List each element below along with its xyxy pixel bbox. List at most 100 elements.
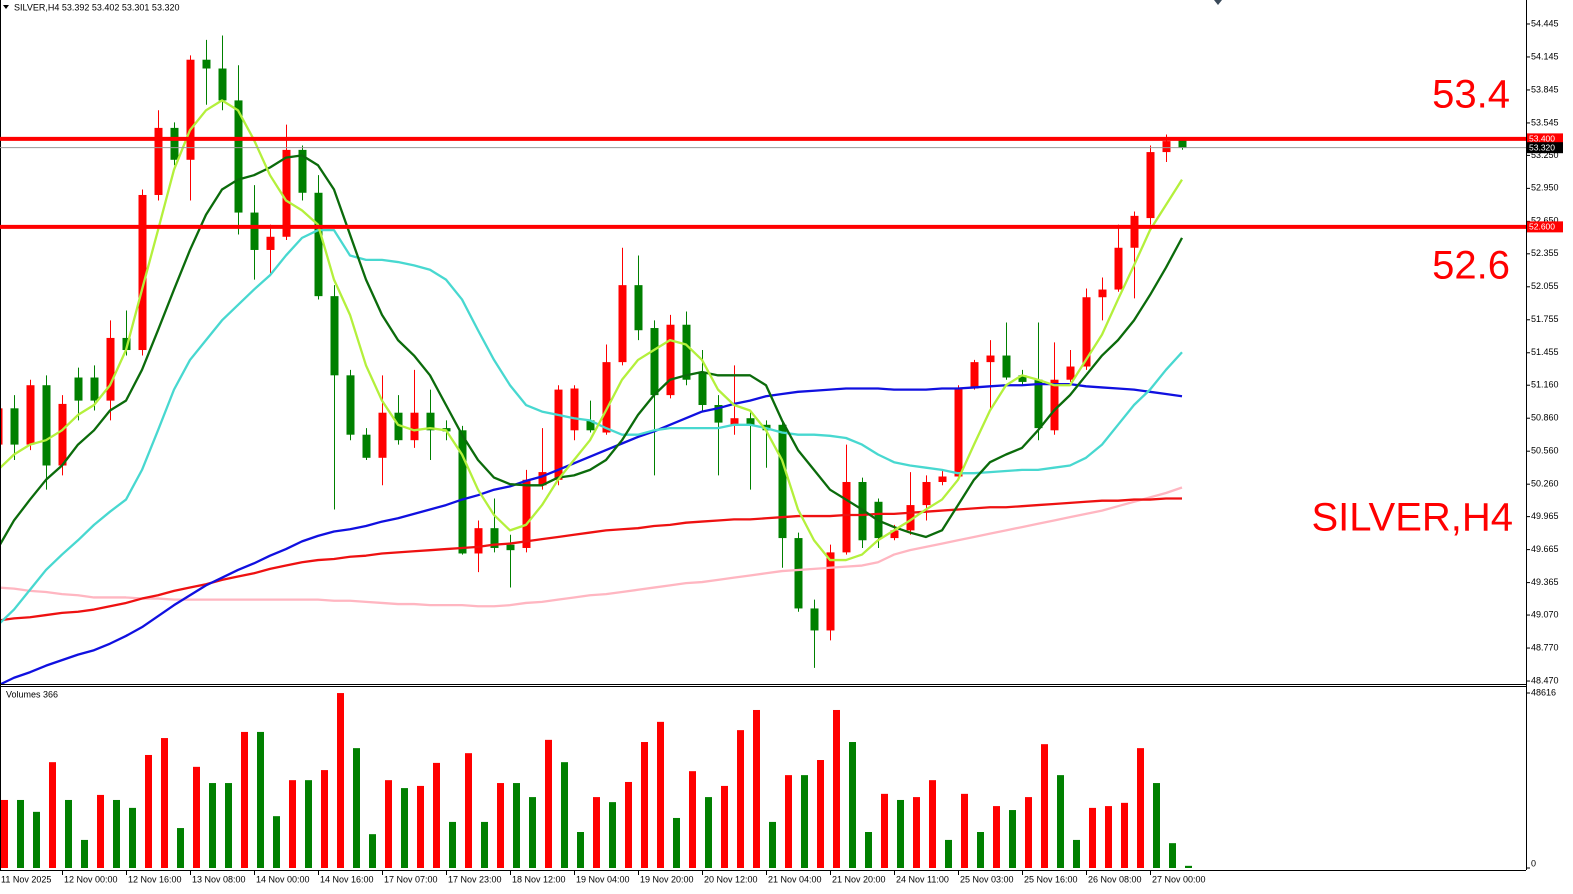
candle-body xyxy=(1082,297,1091,367)
volume-bar xyxy=(1185,865,1192,868)
candle-body xyxy=(26,385,35,445)
candle-body xyxy=(474,528,483,554)
candle-body xyxy=(410,412,419,441)
volume-bar xyxy=(273,816,280,868)
y-tick-label: 52.650 xyxy=(1531,216,1559,226)
candle-body xyxy=(986,355,995,363)
candle-body xyxy=(106,337,115,401)
volume-bar xyxy=(33,811,40,868)
x-tick-label: 24 Nov 11:00 xyxy=(896,874,949,884)
volume-bar xyxy=(129,807,136,868)
volume-bar xyxy=(865,832,872,868)
volume-bar xyxy=(49,762,56,868)
volume-bar xyxy=(993,806,1000,868)
candle-body xyxy=(138,194,147,351)
candle-body xyxy=(0,408,3,445)
candle-body xyxy=(634,285,643,331)
ma-line xyxy=(0,382,1183,684)
x-tick-label: 25 Nov 16:00 xyxy=(1024,874,1078,884)
volume-bar xyxy=(321,770,328,868)
volume-bar xyxy=(1009,810,1016,868)
y-tick-label: 48616 xyxy=(1531,687,1556,697)
volume-bar xyxy=(161,738,168,868)
y-tick-label: 50.860 xyxy=(1531,413,1559,423)
candle-body xyxy=(10,408,19,445)
volume-bar xyxy=(1057,775,1064,868)
y-tick-label: 0 xyxy=(1531,858,1536,868)
volume-bar xyxy=(177,828,184,868)
candle-body xyxy=(506,544,515,551)
volume-bar xyxy=(369,834,376,868)
volume-bar xyxy=(513,783,520,868)
volume-bar xyxy=(689,771,696,868)
y-tick-label: 52.355 xyxy=(1531,248,1559,258)
x-tick-label: 13 Nov 08:00 xyxy=(192,874,246,884)
volume-bar xyxy=(17,799,24,868)
candle-body xyxy=(458,430,467,554)
pane-title: Volumes 366 xyxy=(6,689,58,699)
ma-line xyxy=(0,99,1183,562)
candle-body xyxy=(426,412,435,431)
ma-line xyxy=(0,497,1182,622)
y-tick-label: 51.755 xyxy=(1531,314,1559,324)
price-pane xyxy=(0,35,1187,684)
level-label-box xyxy=(1527,221,1563,233)
price-label: 53.320 xyxy=(1529,142,1555,152)
volume-bar xyxy=(1105,806,1112,868)
ma-line xyxy=(0,154,1184,547)
candle-body xyxy=(1130,215,1139,248)
candle-body xyxy=(810,608,819,631)
candle-body xyxy=(90,377,99,401)
candle-body xyxy=(490,528,499,548)
candle-body xyxy=(1162,141,1171,153)
candle-body xyxy=(666,324,675,396)
candle-body xyxy=(586,420,595,431)
volume-bar xyxy=(1137,748,1144,868)
candle-body xyxy=(42,385,51,466)
volume-bar xyxy=(561,762,568,868)
volume-bar xyxy=(65,799,72,868)
y-tick-label: 53.845 xyxy=(1531,84,1559,94)
volume-bar xyxy=(1089,807,1096,868)
y-tick-label: 50.560 xyxy=(1531,446,1559,456)
y-tick-label: 52.055 xyxy=(1531,281,1559,291)
volume-bar xyxy=(769,821,776,868)
x-tick-label: 14 Nov 00:00 xyxy=(256,874,310,884)
volume-bar xyxy=(929,780,936,868)
candle-body xyxy=(826,552,835,631)
y-tick-label: 52.950 xyxy=(1531,183,1559,193)
volume-bar xyxy=(433,762,440,868)
price-label-box xyxy=(1527,142,1563,154)
volume-bar xyxy=(401,788,408,868)
volume-bar xyxy=(97,794,104,868)
volume-bar xyxy=(81,839,88,868)
y-tick-label: 54.145 xyxy=(1531,51,1559,61)
candle-body xyxy=(1178,139,1187,148)
annotation: SILVER,H4 xyxy=(1311,496,1513,540)
volume-bar xyxy=(881,793,888,868)
volume-bar xyxy=(625,781,632,868)
candle-body xyxy=(570,388,579,431)
volume-bar xyxy=(913,797,920,868)
candle-body xyxy=(650,328,659,396)
volume-bar xyxy=(753,709,760,868)
volume-bar xyxy=(257,731,264,868)
candle-body xyxy=(154,127,163,195)
volume-bar xyxy=(1,799,8,868)
menu-triangle[interactable] xyxy=(3,5,9,9)
x-tick-label: 20 Nov 12:00 xyxy=(704,874,758,884)
candle-body xyxy=(170,127,179,160)
volume-bar xyxy=(193,766,200,868)
candle-body xyxy=(938,476,947,482)
candle-body xyxy=(186,59,195,160)
volume-bar xyxy=(1121,802,1128,868)
y-tick-label: 51.160 xyxy=(1531,380,1559,390)
candle-body xyxy=(266,236,275,250)
x-tick-label: 17 Nov 07:00 xyxy=(384,874,438,884)
candle-body xyxy=(890,530,899,539)
candle-body xyxy=(1018,375,1027,382)
candle-body xyxy=(298,149,307,193)
candle-body xyxy=(314,192,323,297)
chart-header: SILVER,H4 53.392 53.402 53.301 53.320 xyxy=(14,2,179,12)
